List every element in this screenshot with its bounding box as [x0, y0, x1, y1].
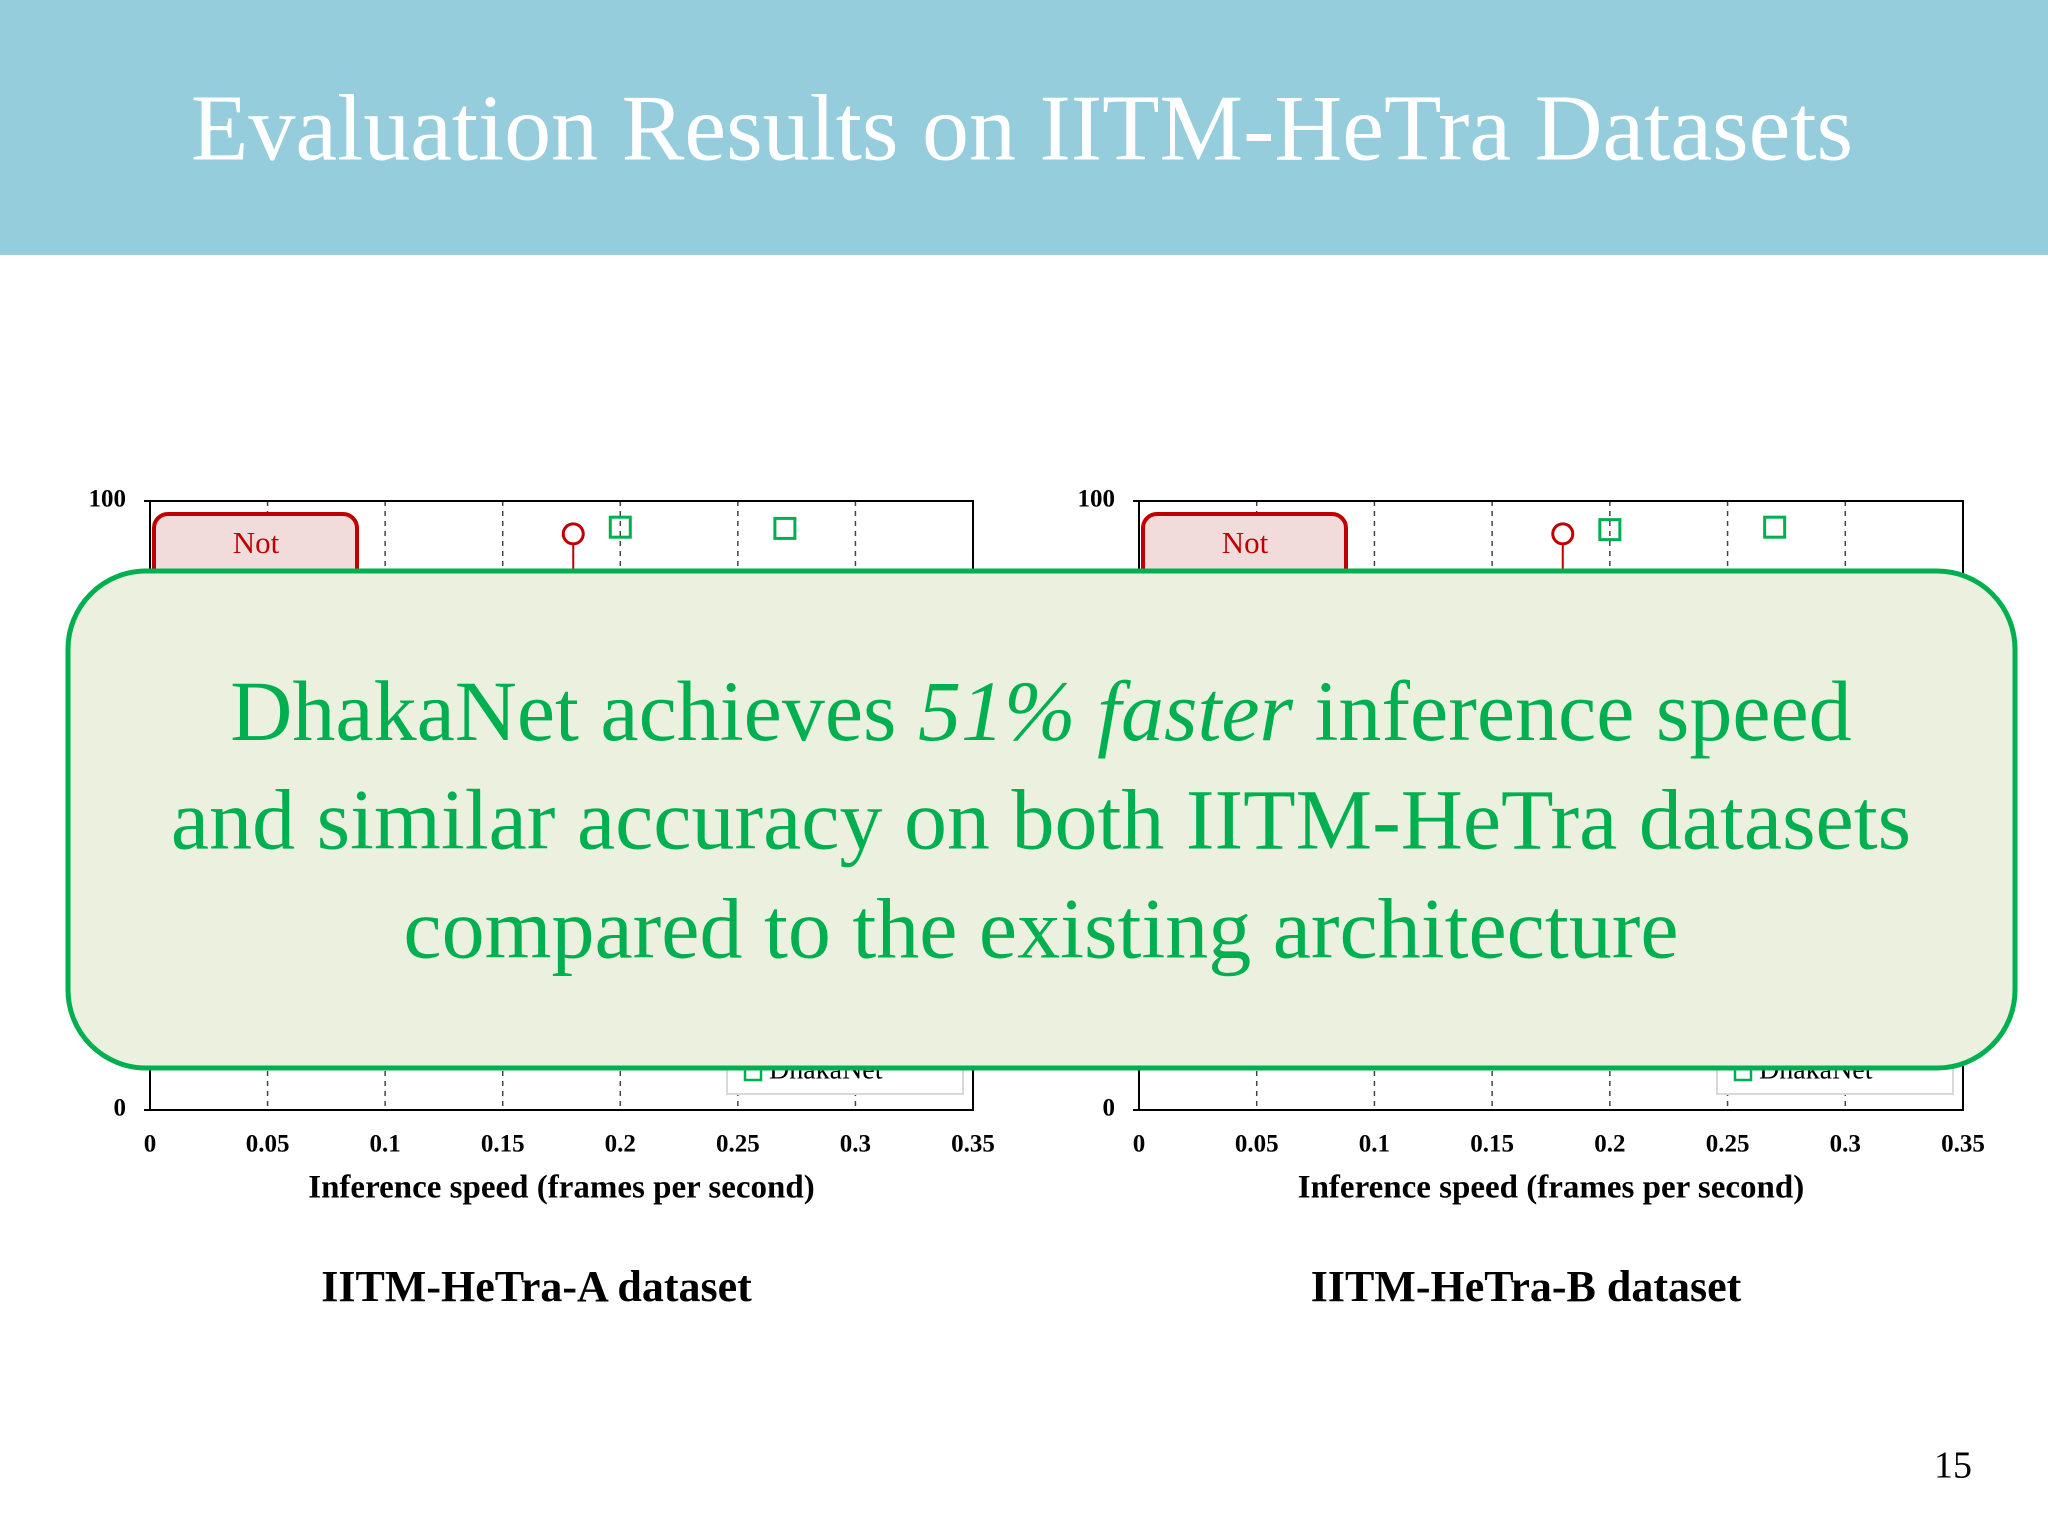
x-tick-label: 0.35: [1941, 1131, 1985, 1158]
callout-line: and similar accuracy on both IITM-HeTra …: [171, 772, 1911, 868]
x-tick-label: 0.15: [481, 1131, 525, 1158]
x-tick-label: 0.35: [951, 1131, 995, 1158]
chart-caption: IITM-HeTra-A dataset: [321, 1262, 752, 1311]
x-tick-label: 0.1: [370, 1131, 401, 1158]
x-tick-label: 0.05: [1235, 1131, 1279, 1158]
header-band: [0, 0, 2048, 255]
x-axis-label: Inference speed (frames per second): [308, 1170, 815, 1206]
x-tick-label: 0.25: [716, 1131, 760, 1158]
x-tick-label: 0.3: [840, 1131, 871, 1158]
callout-text: DhakaNet achieves: [230, 663, 918, 759]
point: [608, 515, 632, 539]
callout-emphasis: 51% faster: [918, 663, 1294, 759]
y-tick-label: 100: [89, 486, 127, 513]
callout-box: [65, 568, 2018, 1071]
x-tick-label: 0.2: [1594, 1131, 1625, 1158]
y-tick-label: 0: [1103, 1095, 1116, 1122]
x-axis-label: Inference speed (frames per second): [1298, 1170, 1805, 1206]
point: [773, 516, 797, 540]
slide-title: Evaluation Results on IITM-HeTra Dataset…: [191, 77, 1853, 181]
x-tick-label: 0.3: [1830, 1131, 1861, 1158]
x-tick-label: 0.1: [1359, 1131, 1390, 1158]
x-tick-label: 0.05: [246, 1131, 290, 1158]
y-tick-label: 0: [114, 1095, 127, 1122]
annotation: Not: [1222, 525, 1269, 560]
x-tick-label: 0.15: [1470, 1131, 1514, 1158]
page-number: 15: [1934, 1445, 1972, 1487]
y-tick-label: 100: [1078, 486, 1116, 513]
callout: DhakaNet achieves 51% faster inference s…: [65, 568, 2018, 1071]
x-tick-label: 0.2: [605, 1131, 636, 1158]
x-tick-label: 0: [144, 1131, 157, 1158]
point: [1763, 515, 1787, 539]
x-tick-label: 0.25: [1706, 1131, 1750, 1158]
x-tick-label: 0: [1133, 1131, 1146, 1158]
point: [1598, 518, 1622, 542]
callout-text: inference speed: [1293, 663, 1852, 759]
annotation: Not: [233, 525, 280, 560]
chart-caption: IITM-HeTra-B dataset: [1311, 1262, 1742, 1311]
point: [561, 522, 585, 546]
callout-line: compared to the existing architecture: [403, 881, 1678, 977]
point: [1551, 522, 1575, 546]
callout-line: DhakaNet achieves 51% faster inference s…: [230, 663, 1851, 759]
